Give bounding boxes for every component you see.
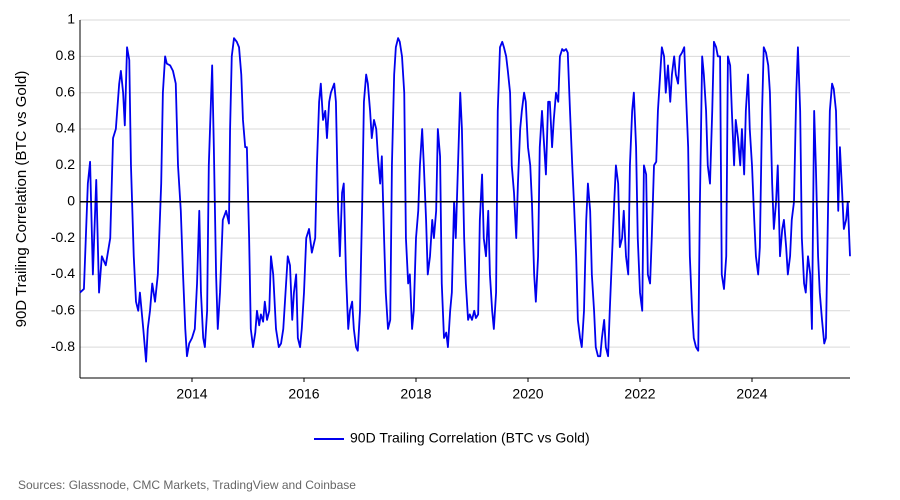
- x-tick-label: 2014: [176, 386, 207, 402]
- y-tick-label: 1: [67, 11, 75, 27]
- x-tick-label: 2016: [288, 386, 319, 402]
- y-tick-label: -0.8: [51, 338, 75, 354]
- data-line: [79, 37, 851, 363]
- x-tick-label: 2018: [400, 386, 431, 402]
- y-tick-label: -0.4: [51, 265, 75, 281]
- y-tick-label: 0.6: [56, 83, 76, 99]
- y-tick-label: -0.2: [51, 229, 75, 245]
- x-tick-label: 2020: [512, 386, 543, 402]
- y-axis-label: 90D Trailing Correlation (BTC vs Gold): [13, 71, 30, 328]
- y-tick-label: 0: [67, 192, 75, 208]
- x-tick-label: 2022: [624, 386, 655, 402]
- legend-label: 90D Trailing Correlation (BTC vs Gold): [350, 430, 590, 446]
- y-tick-label: 0.4: [56, 120, 76, 136]
- x-tick-label: 2024: [736, 386, 767, 402]
- y-tick-label: 0.2: [56, 156, 76, 172]
- y-tick-label: 0.8: [56, 47, 76, 63]
- y-tick-label: -0.6: [51, 301, 75, 317]
- source-note: Sources: Glassnode, CMC Markets, Trading…: [18, 478, 356, 492]
